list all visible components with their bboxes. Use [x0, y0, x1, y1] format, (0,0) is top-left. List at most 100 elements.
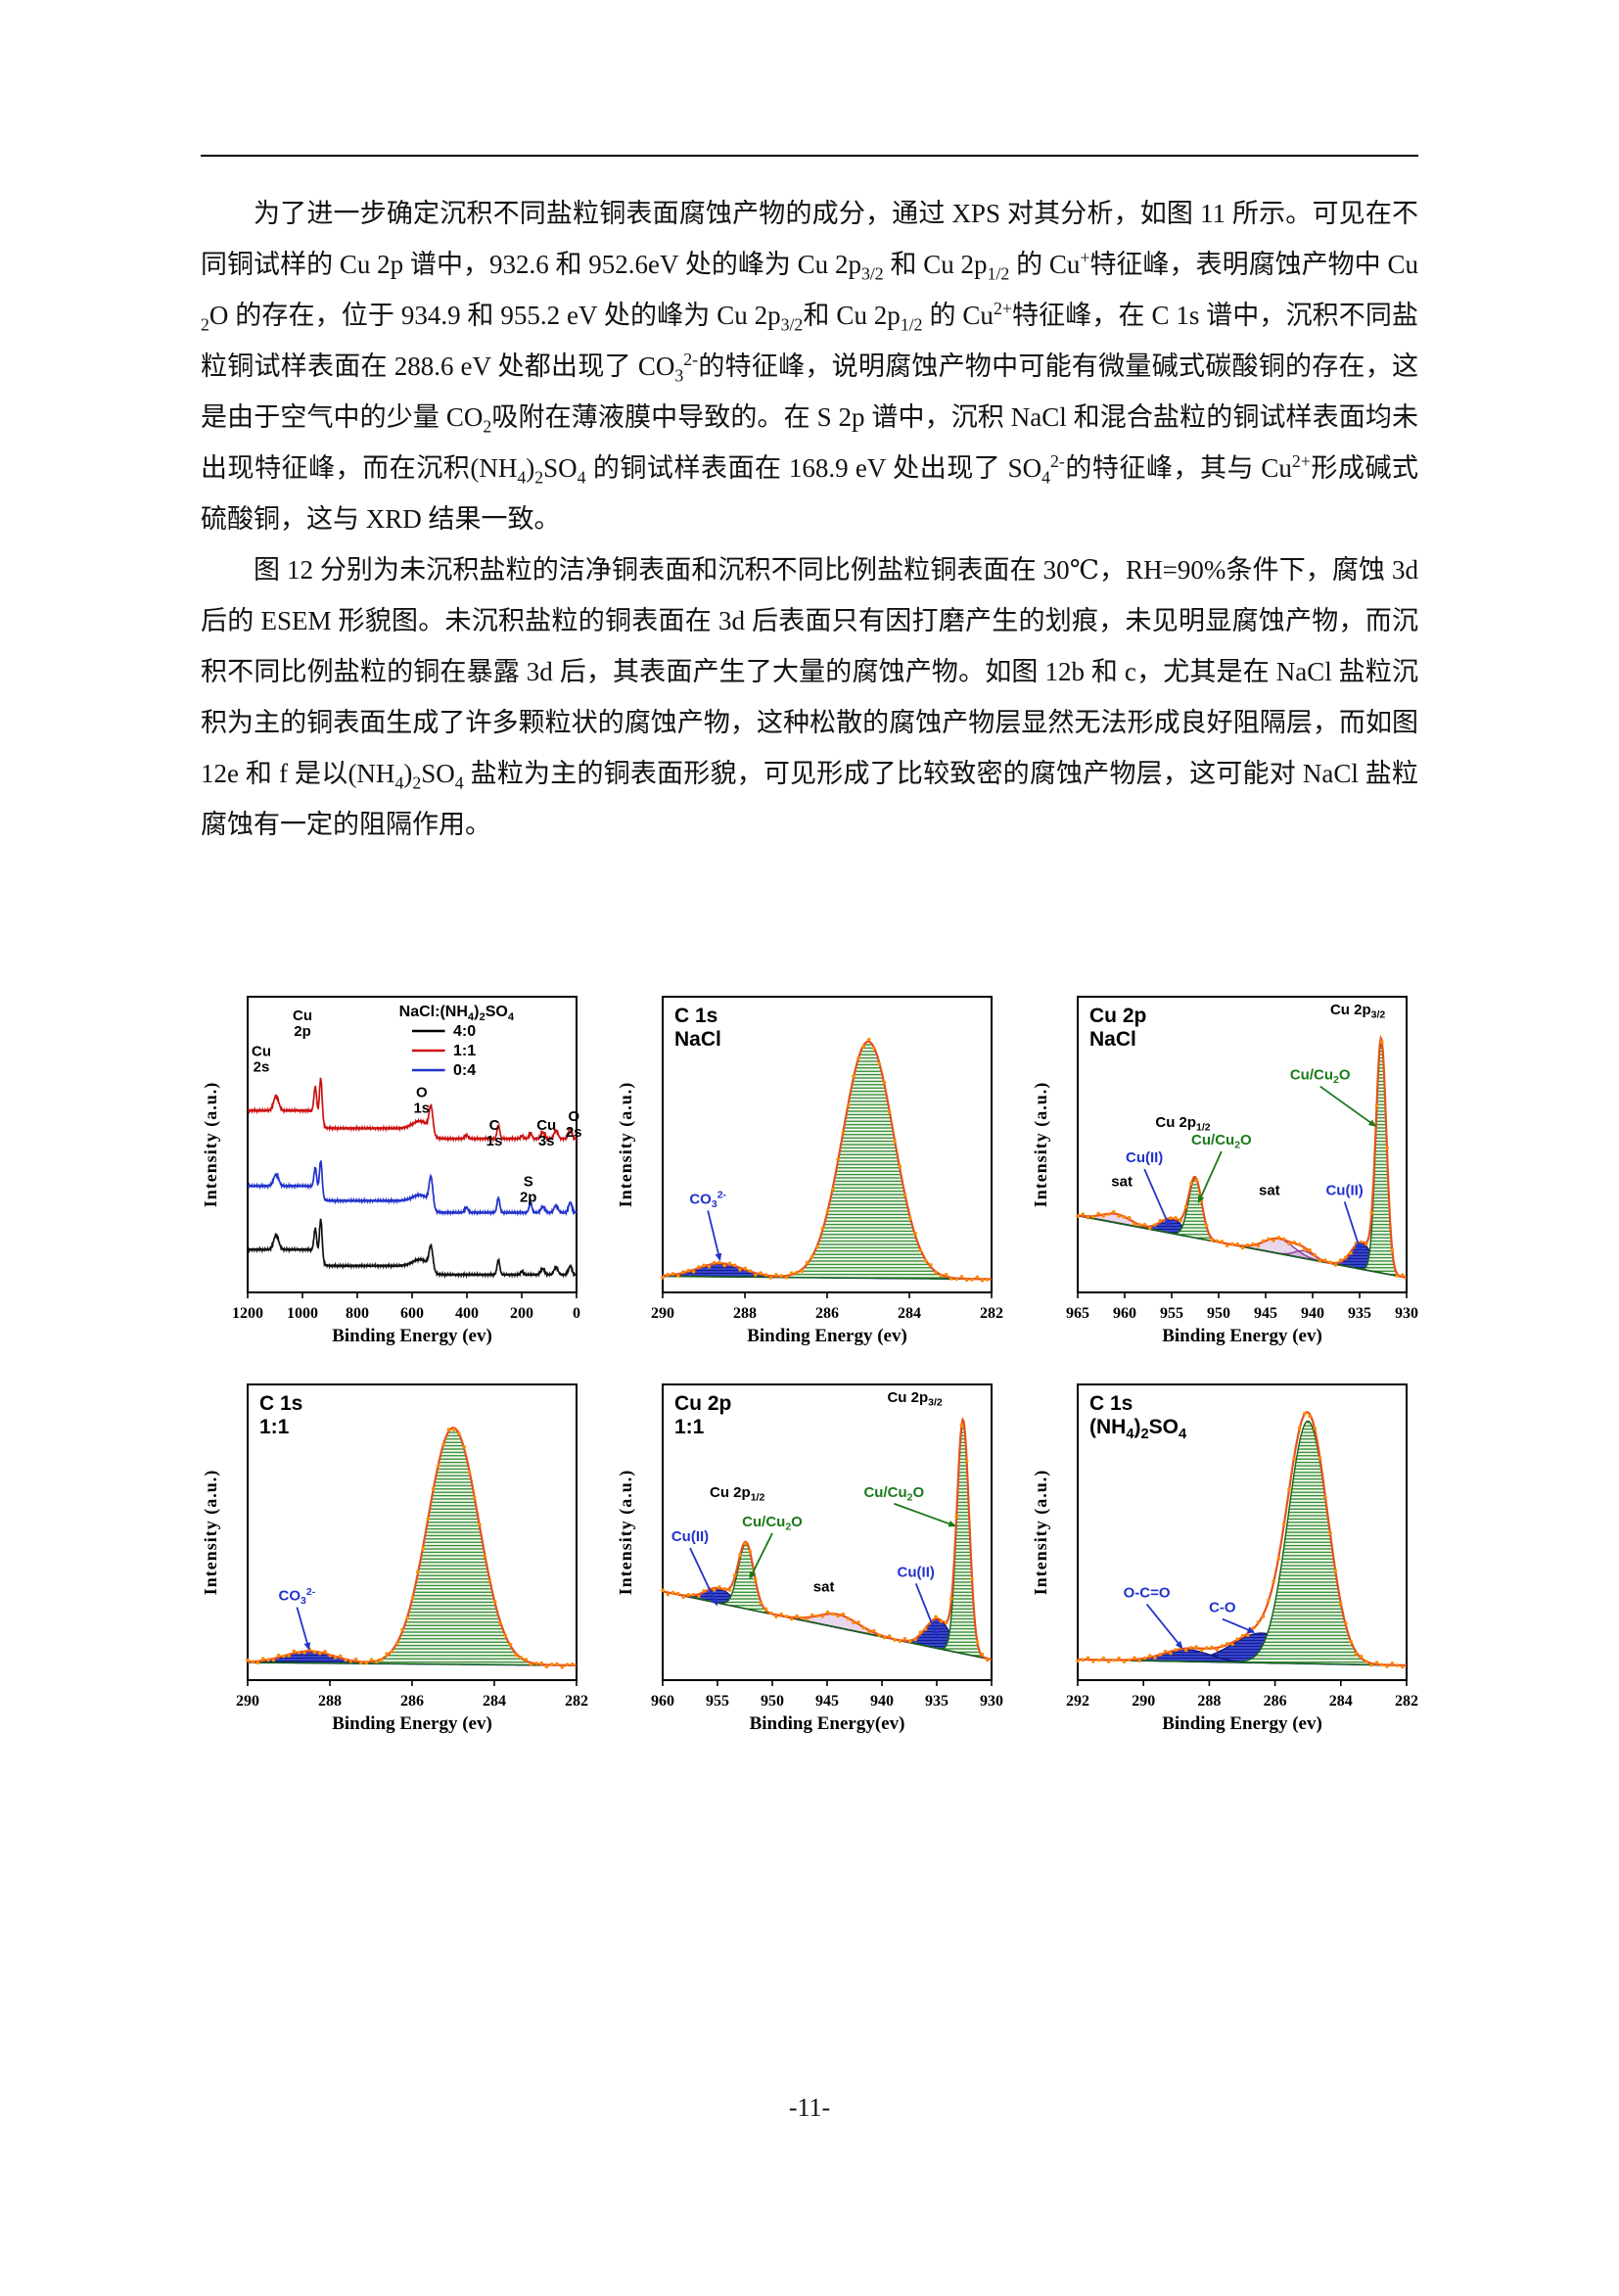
- svg-text:sat: sat: [813, 1578, 835, 1595]
- xps-survey-plot: 1200 1000 800 600 400 200 0 Binding Energy (ev)…: [201, 996, 582, 1346]
- svg-text:290: 290: [651, 1305, 674, 1322]
- xps-cu2p-nacl-plot: 965 960 955 950 945 940 935 930 Binding Energy (…: [1031, 996, 1418, 1346]
- svg-text:C-O: C-O: [1209, 1600, 1236, 1617]
- svg-text:C 1s: C 1s: [1089, 1392, 1133, 1415]
- xps-cu2p-1-1-plot: 960 955 950 945 940 935 930 Binding Energy(ev) I…: [616, 1383, 1003, 1734]
- svg-text:Cu 2p: Cu 2p: [1089, 1005, 1146, 1027]
- svg-text:286: 286: [400, 1693, 424, 1710]
- svg-text:Binding Energy (ev): Binding Energy (ev): [332, 1326, 492, 1346]
- svg-text:O1s: O 1s: [413, 1085, 430, 1117]
- svg-text:Cu 2p: Cu 2p: [674, 1392, 731, 1415]
- svg-text:CO32-​: CO32-​: [689, 1190, 726, 1210]
- svg-text:960: 960: [1113, 1305, 1136, 1322]
- svg-text:C1s: C 1s: [486, 1117, 503, 1149]
- svg-text:NaCl: NaCl: [1089, 1028, 1136, 1051]
- chart-cell-c1s-nh42so4: 292 290 288 286 284 282 Binding Energy (ev) Int…: [1031, 1375, 1418, 1739]
- svg-text:288: 288: [733, 1305, 757, 1322]
- xps-c1s-nh42so4-plot: 292 290 288 286 284 282 Binding Energy (ev) Int…: [1031, 1383, 1418, 1734]
- svg-text:940: 940: [870, 1693, 894, 1710]
- svg-text:Cu/Cu2O: Cu/Cu2O: [863, 1484, 924, 1504]
- svg-text:286: 286: [815, 1305, 839, 1322]
- svg-text:sat: sat: [1111, 1173, 1133, 1190]
- svg-text:4:0: 4:0: [453, 1023, 476, 1040]
- xps-c1s-nacl-plot: 290 288 286 284 282 Binding Energy (ev) Intens…: [616, 996, 1003, 1346]
- svg-text:284: 284: [483, 1693, 506, 1710]
- svg-text:Binding Energy (ev): Binding Energy (ev): [1162, 1713, 1322, 1734]
- svg-text:284: 284: [1329, 1693, 1353, 1710]
- svg-text:Intensity (a.u.): Intensity (a.u.): [1031, 1082, 1051, 1208]
- svg-text:Intensity (a.u.): Intensity (a.u.): [1031, 1470, 1051, 1596]
- svg-text:955: 955: [1160, 1305, 1183, 1322]
- svg-text:Intensity (a.u.): Intensity (a.u.): [616, 1470, 636, 1596]
- svg-text:1:1: 1:1: [453, 1043, 476, 1059]
- svg-text:C 1s: C 1s: [259, 1392, 302, 1415]
- svg-text:NaCl: NaCl: [674, 1028, 721, 1051]
- svg-text:292: 292: [1066, 1693, 1089, 1710]
- chart-cell-c1s-1-1: 290 288 286 284 282 Binding Energy (ev) Intens…: [201, 1375, 588, 1739]
- svg-text:1:1: 1:1: [259, 1416, 290, 1438]
- chart-cell-c1s-nacl: 290 288 286 284 282 Binding Energy (ev) Intens…: [616, 987, 1003, 1351]
- svg-text:286: 286: [1264, 1693, 1287, 1710]
- svg-text:1:1: 1:1: [674, 1416, 705, 1438]
- svg-text:0: 0: [573, 1305, 580, 1322]
- svg-text:400: 400: [455, 1305, 479, 1322]
- svg-text:935: 935: [1348, 1305, 1371, 1322]
- svg-text:950: 950: [1207, 1305, 1230, 1322]
- svg-text:Binding Energy (ev): Binding Energy (ev): [1162, 1326, 1322, 1346]
- paragraph-xps-analysis: 为了进一步确定沉积不同盐粒铜表面腐蚀产物的成分，通过 XPS 对其分析，如图 1…: [201, 199, 1418, 534]
- svg-text:0:4: 0:4: [453, 1062, 476, 1079]
- svg-text:600: 600: [400, 1305, 424, 1322]
- svg-text:Cu(II): Cu(II): [1325, 1182, 1363, 1198]
- svg-text:930: 930: [980, 1693, 1003, 1710]
- svg-text:Cu(II): Cu(II): [1126, 1149, 1163, 1166]
- svg-text:800: 800: [346, 1305, 369, 1322]
- body-text: 为了进一步确定沉积不同盐粒铜表面腐蚀产物的成分，通过 XPS 对其分析，如图 1…: [201, 188, 1418, 971]
- svg-text:945: 945: [815, 1693, 839, 1710]
- svg-text:Cu/Cu2O: Cu/Cu2O: [742, 1514, 803, 1533]
- svg-text:930: 930: [1395, 1305, 1418, 1322]
- svg-text:Cu/Cu2O: Cu/Cu2O: [1191, 1132, 1252, 1151]
- svg-text:CO32-​: CO32-​: [279, 1586, 316, 1607]
- svg-text:C 1s: C 1s: [674, 1005, 717, 1027]
- svg-text:935: 935: [925, 1693, 948, 1710]
- svg-text:Intensity (a.u.): Intensity (a.u.): [616, 1082, 636, 1208]
- svg-text:(NH4)2SO4​: (NH4)2SO4​: [1089, 1416, 1187, 1442]
- xps-c1s-1-1-plot: 290 288 286 284 282 Binding Energy (ev) Intens…: [201, 1383, 588, 1734]
- svg-text:282: 282: [980, 1305, 1003, 1322]
- svg-text:282: 282: [565, 1693, 588, 1710]
- svg-text:940: 940: [1301, 1305, 1324, 1322]
- svg-text:Binding Energy (ev): Binding Energy (ev): [332, 1713, 492, 1734]
- svg-text:Cu 2p1/2​: Cu 2p1/2​: [710, 1484, 764, 1504]
- svg-text:282: 282: [1395, 1693, 1418, 1710]
- svg-text:S2p: S 2p: [520, 1173, 537, 1205]
- svg-text:1000: 1000: [287, 1305, 318, 1322]
- svg-text:288: 288: [318, 1693, 342, 1710]
- svg-text:Binding Energy(ev): Binding Energy(ev): [750, 1713, 905, 1734]
- svg-text:Cu 2p3/2​: Cu 2p3/2​: [887, 1389, 942, 1409]
- svg-text:290: 290: [236, 1693, 259, 1710]
- svg-text:NaCl:(NH4)2SO4​: NaCl:(NH4)2SO4​: [399, 1004, 515, 1023]
- svg-text:960: 960: [651, 1693, 674, 1710]
- chart-cell-cu2p-nacl: 965 960 955 950 945 940 935 930 Binding Energy (…: [1031, 987, 1418, 1351]
- svg-text:O-C=O: O-C=O: [1124, 1584, 1171, 1601]
- svg-text:965: 965: [1066, 1305, 1089, 1322]
- svg-text:Cu 2p1/2​: Cu 2p1/2​: [1155, 1114, 1210, 1134]
- svg-text:Intensity (a.u.): Intensity (a.u.): [201, 1082, 221, 1208]
- svg-text:955: 955: [706, 1693, 729, 1710]
- chart-cell-cu2p-1-1: 960 955 950 945 940 935 930 Binding Energy(ev) I…: [616, 1375, 1003, 1739]
- svg-text:sat: sat: [1259, 1182, 1280, 1198]
- header-rule: [201, 155, 1418, 157]
- svg-text:290: 290: [1132, 1693, 1155, 1710]
- svg-text:Binding Energy (ev): Binding Energy (ev): [747, 1326, 907, 1346]
- svg-text:950: 950: [761, 1693, 784, 1710]
- svg-text:Cu(II): Cu(II): [671, 1528, 709, 1545]
- svg-text:200: 200: [510, 1305, 533, 1322]
- svg-text:284: 284: [898, 1305, 921, 1322]
- svg-text:1200: 1200: [232, 1305, 263, 1322]
- svg-text:O2s: O 2s: [566, 1108, 582, 1141]
- figure-11-xps-spectra: 1200 1000 800 600 400 200 0 Binding Energy (ev)…: [201, 987, 1418, 1739]
